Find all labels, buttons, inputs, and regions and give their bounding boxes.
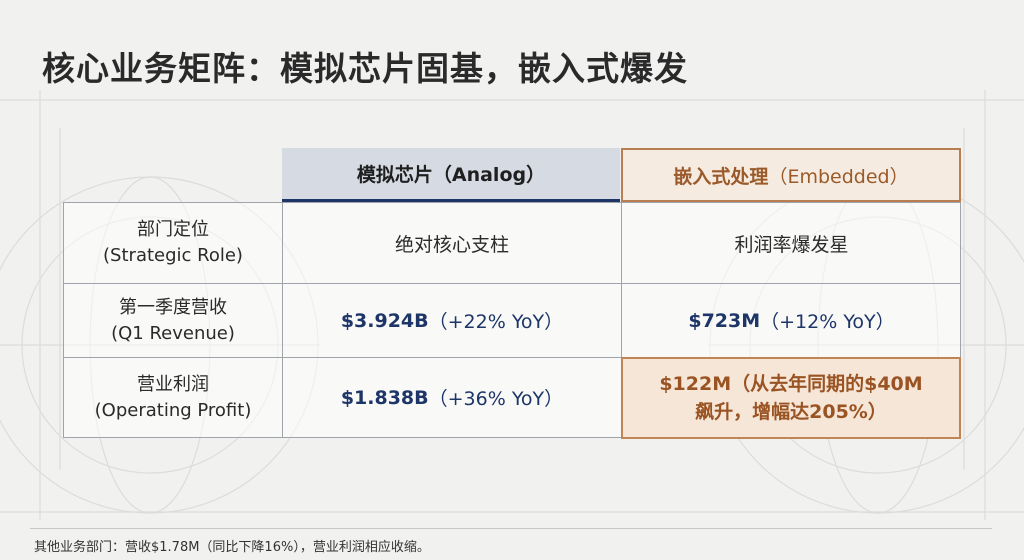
embedded-operating-profit-highlight: $122M（从去年同期的$40M 飙升，增幅达205%） [621,357,961,439]
row-label-zh: 部门定位 [137,219,209,240]
row-label-q1-revenue: 第一季度营收 (Q1 Revenue) [64,283,282,357]
column-header-embedded-en: （Embedded） [768,165,909,188]
analog-revenue-value: $3.924B [340,309,429,332]
row-label-en: (Q1 Revenue) [111,322,235,344]
footer-note: 其他业务部门：营收$1.78M（同比下降16%），营业利润相应收缩。 [34,540,430,555]
row-label-operating-profit: 营业利润 (Operating Profit) [64,357,282,437]
row-label-en: (Strategic Role) [103,245,243,266]
embedded-q1-revenue: $723M （+12% YoY） [621,283,961,357]
row-label-en: (Operating Profit) [94,399,252,421]
column-header-embedded: 嵌入式处理 （Embedded） [621,148,961,202]
analog-revenue-change: （+22% YoY） [428,311,564,333]
embedded-profit-line1: $122M（从去年同期的$40M [659,373,923,395]
analog-profit-value: $1.838B [340,386,429,409]
analog-strategic-role: 绝对核心支柱 [282,203,621,283]
embedded-revenue-change: （+12% YoY） [760,311,895,333]
embedded-revenue-value: $723M [688,309,761,332]
business-matrix-table: 部门定位 (Strategic Role) 绝对核心支柱 利润率爆发星 第一季度… [63,202,961,439]
row-label-strategic-role: 部门定位 (Strategic Role) [64,203,282,283]
embedded-profit-line2: 飙升，增幅达205%） [695,401,887,423]
row-label-zh: 营业利润 [137,373,209,395]
page-title: 核心业务矩阵：模拟芯片固基，嵌入式爆发 [42,49,688,88]
column-header-embedded-zh: 嵌入式处理 [673,165,769,188]
analog-profit-change: （+36% YoY） [428,388,564,410]
embedded-strategic-role: 利润率爆发星 [621,203,961,283]
row-label-zh: 第一季度营收 [119,296,227,318]
analog-operating-profit: $1.838B （+36% YoY） [282,357,621,437]
column-header-analog: 模拟芯片（Analog） [282,148,620,202]
footer-divider [30,528,992,529]
analog-q1-revenue: $3.924B （+22% YoY） [282,283,621,357]
